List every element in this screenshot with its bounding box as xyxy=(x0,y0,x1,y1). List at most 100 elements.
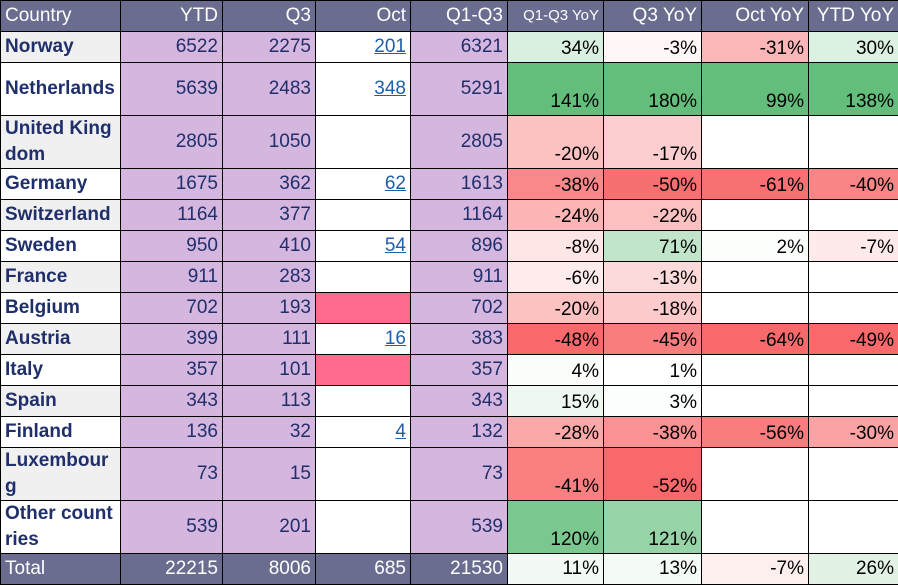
oct-cell[interactable] xyxy=(316,355,411,386)
oct-yoy-cell[interactable]: -61% xyxy=(702,169,809,200)
q1q3-yoy-cell[interactable]: -20% xyxy=(508,293,604,324)
q3-yoy-cell[interactable]: -3% xyxy=(604,32,702,63)
header-oct-yoy[interactable]: Oct YoY xyxy=(702,1,809,32)
q3-cell[interactable]: 32 xyxy=(223,417,316,448)
ytd-cell[interactable]: 702 xyxy=(121,293,223,324)
oct-yoy-cell[interactable] xyxy=(702,501,809,554)
oct-link[interactable]: 348 xyxy=(374,78,406,99)
q3-yoy-cell[interactable]: -18% xyxy=(604,293,702,324)
q1q3-yoy-cell[interactable]: 4% xyxy=(508,355,604,386)
ytd-yoy-cell[interactable]: 138% xyxy=(809,63,898,116)
q1q3-yoy-cell[interactable]: -8% xyxy=(508,231,604,262)
q1q3-cell[interactable]: 383 xyxy=(411,324,508,355)
oct-cell[interactable]: 16 xyxy=(316,324,411,355)
country-cell[interactable]: United Kingdom xyxy=(1,116,121,169)
q3-yoy-cell[interactable]: -17% xyxy=(604,116,702,169)
ytd-yoy-cell[interactable] xyxy=(809,262,898,293)
q1q3-yoy-cell[interactable]: -24% xyxy=(508,200,604,231)
q1q3-yoy-cell[interactable]: 34% xyxy=(508,32,604,63)
q3-yoy-cell[interactable]: -45% xyxy=(604,324,702,355)
q1q3-cell[interactable]: 357 xyxy=(411,355,508,386)
q1q3-yoy-cell[interactable]: 141% xyxy=(508,63,604,116)
oct-cell[interactable]: 348 xyxy=(316,63,411,116)
q1q3-yoy-cell[interactable]: -20% xyxy=(508,116,604,169)
oct-cell[interactable]: 201 xyxy=(316,32,411,63)
header-q1q3[interactable]: Q1-Q3 xyxy=(411,1,508,32)
header-q1q3-yoy[interactable]: Q1-Q3 YoY xyxy=(508,1,604,32)
oct-yoy-cell[interactable] xyxy=(702,386,809,417)
q3-yoy-cell[interactable]: -50% xyxy=(604,169,702,200)
q3-cell[interactable]: 201 xyxy=(223,501,316,554)
q3-cell[interactable]: 362 xyxy=(223,169,316,200)
q3-cell[interactable]: 193 xyxy=(223,293,316,324)
ytd-yoy-cell[interactable] xyxy=(809,386,898,417)
ytd-yoy-cell[interactable] xyxy=(809,293,898,324)
q3-cell[interactable]: 1050 xyxy=(223,116,316,169)
oct-cell[interactable] xyxy=(316,262,411,293)
country-cell[interactable]: Other countries xyxy=(1,501,121,554)
header-q3-yoy[interactable]: Q3 YoY xyxy=(604,1,702,32)
header-country[interactable]: Country xyxy=(1,1,121,32)
oct-yoy-cell[interactable] xyxy=(702,116,809,169)
ytd-yoy-cell[interactable] xyxy=(809,116,898,169)
country-cell[interactable]: Finland xyxy=(1,417,121,448)
q3-yoy-cell[interactable]: 121% xyxy=(604,501,702,554)
ytd-cell[interactable]: 357 xyxy=(121,355,223,386)
oct-link[interactable]: 201 xyxy=(374,36,406,57)
ytd-yoy-cell[interactable] xyxy=(809,448,898,501)
q3-cell[interactable]: 377 xyxy=(223,200,316,231)
q1q3-cell[interactable]: 539 xyxy=(411,501,508,554)
header-q3[interactable]: Q3 xyxy=(223,1,316,32)
q3-yoy-cell[interactable]: 71% xyxy=(604,231,702,262)
ytd-yoy-cell[interactable]: -7% xyxy=(809,231,898,262)
q3-cell[interactable]: 15 xyxy=(223,448,316,501)
oct-cell[interactable]: 54 xyxy=(316,231,411,262)
ytd-cell[interactable]: 73 xyxy=(121,448,223,501)
ytd-cell[interactable]: 911 xyxy=(121,262,223,293)
q3-yoy-cell[interactable]: 3% xyxy=(604,386,702,417)
oct-yoy-cell[interactable] xyxy=(702,200,809,231)
q1q3-yoy-cell[interactable]: 15% xyxy=(508,386,604,417)
q3-cell[interactable]: 111 xyxy=(223,324,316,355)
oct-yoy-cell[interactable] xyxy=(702,448,809,501)
country-cell[interactable]: Luxembourg xyxy=(1,448,121,501)
ytd-cell[interactable]: 399 xyxy=(121,324,223,355)
q3-cell[interactable]: 113 xyxy=(223,386,316,417)
country-cell[interactable]: Norway xyxy=(1,32,121,63)
oct-link[interactable]: 4 xyxy=(395,421,406,442)
q1q3-cell[interactable]: 2805 xyxy=(411,116,508,169)
q1q3-cell[interactable]: 911 xyxy=(411,262,508,293)
country-cell[interactable]: Sweden xyxy=(1,231,121,262)
ytd-cell[interactable]: 2805 xyxy=(121,116,223,169)
ytd-cell[interactable]: 539 xyxy=(121,501,223,554)
q1q3-yoy-cell[interactable]: -38% xyxy=(508,169,604,200)
q1q3-cell[interactable]: 73 xyxy=(411,448,508,501)
country-cell[interactable]: Netherlands xyxy=(1,63,121,116)
oct-link[interactable]: 62 xyxy=(385,173,406,194)
q1q3-cell[interactable]: 343 xyxy=(411,386,508,417)
ytd-yoy-cell[interactable] xyxy=(809,501,898,554)
oct-cell[interactable] xyxy=(316,501,411,554)
q3-yoy-cell[interactable]: -13% xyxy=(604,262,702,293)
country-cell[interactable]: Switzerland xyxy=(1,200,121,231)
oct-cell[interactable] xyxy=(316,386,411,417)
oct-link[interactable]: 16 xyxy=(385,328,406,349)
country-cell[interactable]: Italy xyxy=(1,355,121,386)
q1q3-yoy-cell[interactable]: -6% xyxy=(508,262,604,293)
total-ytd[interactable]: 22215 xyxy=(121,554,223,585)
q1q3-cell[interactable]: 6321 xyxy=(411,32,508,63)
oct-yoy-cell[interactable]: -31% xyxy=(702,32,809,63)
header-oct[interactable]: Oct xyxy=(316,1,411,32)
q3-yoy-cell[interactable]: -52% xyxy=(604,448,702,501)
ytd-cell[interactable]: 136 xyxy=(121,417,223,448)
ytd-yoy-cell[interactable] xyxy=(809,355,898,386)
country-cell[interactable]: Germany xyxy=(1,169,121,200)
ytd-cell[interactable]: 5639 xyxy=(121,63,223,116)
oct-yoy-cell[interactable]: -64% xyxy=(702,324,809,355)
oct-cell[interactable] xyxy=(316,293,411,324)
total-oct[interactable]: 685 xyxy=(316,554,411,585)
ytd-cell[interactable]: 1164 xyxy=(121,200,223,231)
ytd-yoy-cell[interactable] xyxy=(809,200,898,231)
oct-cell[interactable] xyxy=(316,116,411,169)
total-q3[interactable]: 8006 xyxy=(223,554,316,585)
